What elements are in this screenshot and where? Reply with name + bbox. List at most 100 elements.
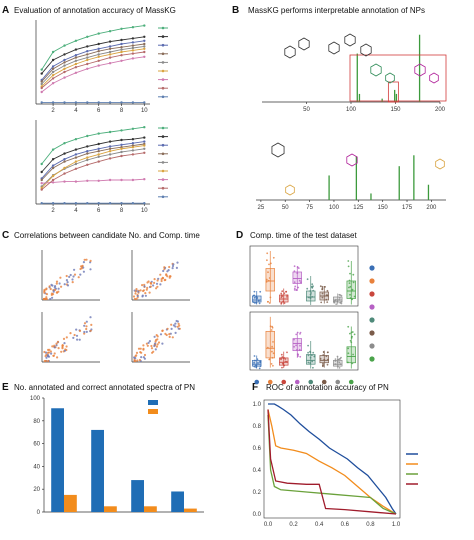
legend-marker bbox=[369, 317, 375, 323]
jitter-point bbox=[255, 366, 258, 369]
data-point bbox=[86, 58, 89, 62]
series-line bbox=[41, 45, 145, 85]
jitter-point bbox=[351, 288, 354, 291]
data-point bbox=[74, 162, 78, 166]
scatter-point bbox=[62, 337, 66, 340]
data-point bbox=[97, 59, 100, 62]
data-point bbox=[51, 70, 55, 74]
jitter-point bbox=[295, 289, 298, 291]
legend-swatch bbox=[148, 400, 158, 405]
scatter-point bbox=[51, 296, 54, 299]
scatter-point bbox=[159, 333, 163, 336]
box-iqr bbox=[306, 354, 316, 365]
scatter-point bbox=[53, 346, 56, 349]
data-point bbox=[120, 138, 123, 142]
legend-marker bbox=[161, 86, 165, 90]
jitter-point bbox=[347, 260, 350, 262]
scatter-point bbox=[65, 279, 68, 282]
jitter-point bbox=[268, 277, 271, 279]
data-point bbox=[40, 188, 43, 191]
jitter-point bbox=[336, 355, 339, 358]
jitter-point bbox=[257, 362, 259, 364]
scatter-point bbox=[168, 335, 171, 338]
data-point bbox=[131, 146, 135, 149]
panel-title-f: ROC of annotation accuracy of PN bbox=[266, 383, 389, 392]
scatter-point bbox=[154, 348, 157, 351]
panel-title-d: Comp. time of the test dataset bbox=[250, 231, 357, 240]
category-dot bbox=[308, 379, 314, 385]
jitter-point bbox=[322, 354, 325, 356]
jitter-point bbox=[253, 355, 256, 357]
jitter-point bbox=[310, 292, 312, 294]
scatter-point bbox=[176, 261, 179, 264]
legend-marker bbox=[161, 143, 165, 147]
jitter-point bbox=[297, 355, 299, 357]
fragment-ring-icon bbox=[414, 63, 426, 77]
jitter-point bbox=[353, 333, 356, 336]
data-point bbox=[108, 62, 112, 65]
data-point bbox=[74, 167, 78, 170]
jitter-point bbox=[338, 297, 341, 299]
x-tick-label: 175 bbox=[402, 205, 413, 211]
jitter-point bbox=[307, 344, 309, 347]
scatter-point bbox=[75, 328, 78, 331]
jitter-point bbox=[293, 289, 296, 291]
scatter-point bbox=[59, 276, 62, 279]
scatter-point bbox=[55, 344, 58, 347]
bar bbox=[104, 506, 117, 512]
panel-label-e: E bbox=[2, 382, 9, 393]
data-point bbox=[143, 24, 146, 27]
jitter-point bbox=[309, 297, 312, 299]
data-point bbox=[97, 155, 100, 158]
data-point bbox=[131, 26, 135, 29]
data-point bbox=[40, 68, 43, 71]
data-point bbox=[97, 150, 100, 153]
jitter-point bbox=[259, 290, 262, 293]
data-point bbox=[108, 50, 112, 54]
jitter-point bbox=[271, 350, 273, 353]
data-point bbox=[108, 47, 112, 50]
plot-frame bbox=[249, 245, 359, 307]
scatter-point bbox=[60, 285, 63, 288]
data-point bbox=[131, 142, 135, 145]
y-tick-label: 60 bbox=[33, 442, 40, 448]
jitter-point bbox=[352, 281, 355, 284]
data-point bbox=[120, 38, 123, 42]
data-point bbox=[97, 50, 100, 53]
x-tick-label: 0.4 bbox=[315, 522, 324, 528]
data-point bbox=[40, 80, 43, 83]
legend-marker bbox=[161, 61, 165, 64]
jitter-point bbox=[295, 344, 297, 347]
data-point bbox=[86, 67, 89, 71]
x-tick-label: 4 bbox=[74, 108, 78, 114]
data-point bbox=[74, 66, 78, 69]
scatter-point bbox=[133, 297, 136, 301]
data-point bbox=[51, 158, 55, 161]
scatter-point bbox=[50, 283, 53, 286]
data-point bbox=[86, 152, 89, 155]
jitter-point bbox=[267, 279, 270, 282]
fragment-ring-icon bbox=[435, 158, 445, 170]
data-point bbox=[40, 86, 43, 90]
x-tick-label: 150 bbox=[378, 205, 389, 211]
scatter-point bbox=[143, 285, 146, 288]
jitter-point bbox=[339, 363, 342, 365]
jitter-point bbox=[255, 297, 258, 300]
data-point bbox=[86, 101, 89, 104]
scatter-point bbox=[73, 333, 76, 337]
scatter-point bbox=[144, 292, 147, 295]
x-tick-label: 8 bbox=[120, 108, 124, 114]
jitter-point bbox=[299, 333, 301, 335]
x-tick-label: 0.0 bbox=[264, 522, 273, 528]
data-point bbox=[108, 153, 112, 156]
jitter-point bbox=[252, 301, 255, 303]
scatter-point bbox=[160, 279, 163, 283]
data-point bbox=[86, 53, 89, 56]
scatter-point bbox=[165, 273, 168, 276]
jitter-point bbox=[286, 294, 288, 297]
x-tick-label: 200 bbox=[426, 205, 437, 211]
data-point bbox=[97, 202, 100, 205]
box-iqr bbox=[292, 271, 302, 284]
series-line bbox=[41, 51, 145, 89]
legend-marker bbox=[161, 186, 165, 190]
